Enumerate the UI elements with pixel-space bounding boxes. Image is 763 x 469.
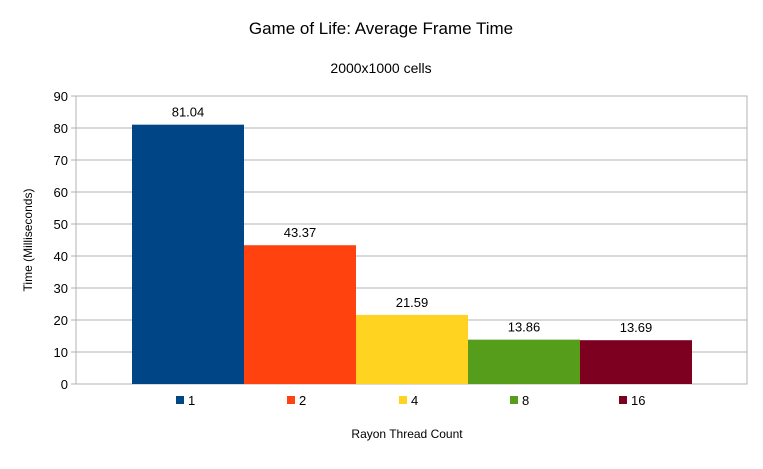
y-tick-label: 40 (54, 249, 68, 264)
y-tick-label: 60 (54, 185, 68, 200)
x-axis-label: Rayon Thread Count (351, 427, 463, 441)
legend-label-2: 2 (299, 393, 306, 408)
legend-swatch-2 (287, 396, 295, 404)
legend-label-4: 4 (411, 393, 418, 408)
data-label-thread-1: 81.04 (172, 105, 205, 120)
bar-thread-2 (244, 245, 356, 384)
chart-title: Game of Life: Average Frame Time (249, 19, 513, 38)
data-labels: 81.04 43.37 21.59 13.86 13.69 (172, 105, 653, 336)
data-label-thread-2: 43.37 (284, 225, 317, 240)
legend-label-1: 1 (188, 393, 195, 408)
legend-swatch-16 (619, 396, 627, 404)
y-tick-label: 0 (61, 377, 68, 392)
data-label-thread-8: 13.86 (508, 320, 541, 335)
legend-swatch-4 (399, 396, 407, 404)
bar-thread-4 (356, 314, 468, 384)
bar-thread-8 (468, 339, 580, 384)
y-tick-label: 10 (54, 345, 68, 360)
legend-label-16: 16 (631, 393, 645, 408)
y-tick-label: 50 (54, 217, 68, 232)
legend-label-8: 8 (522, 393, 529, 408)
y-axis-label: Time (Milliseconds) (21, 189, 35, 292)
y-tick-label: 90 (54, 89, 68, 104)
y-tick-label: 30 (54, 281, 68, 296)
legend-swatch-1 (176, 396, 184, 404)
data-label-thread-16: 13.69 (620, 320, 653, 335)
y-tick-label: 20 (54, 313, 68, 328)
legend: 1 2 4 8 16 (176, 393, 645, 408)
bar-thread-1 (132, 124, 244, 384)
y-tick-label: 70 (54, 153, 68, 168)
chart-subtitle: 2000x1000 cells (330, 60, 431, 76)
bars (132, 124, 692, 384)
y-tick-labels: 0 10 20 30 40 50 60 70 80 90 (54, 89, 68, 392)
y-tick-label: 80 (54, 121, 68, 136)
legend-swatch-8 (510, 396, 518, 404)
data-label-thread-4: 21.59 (396, 295, 429, 310)
bar-thread-16 (580, 340, 692, 384)
